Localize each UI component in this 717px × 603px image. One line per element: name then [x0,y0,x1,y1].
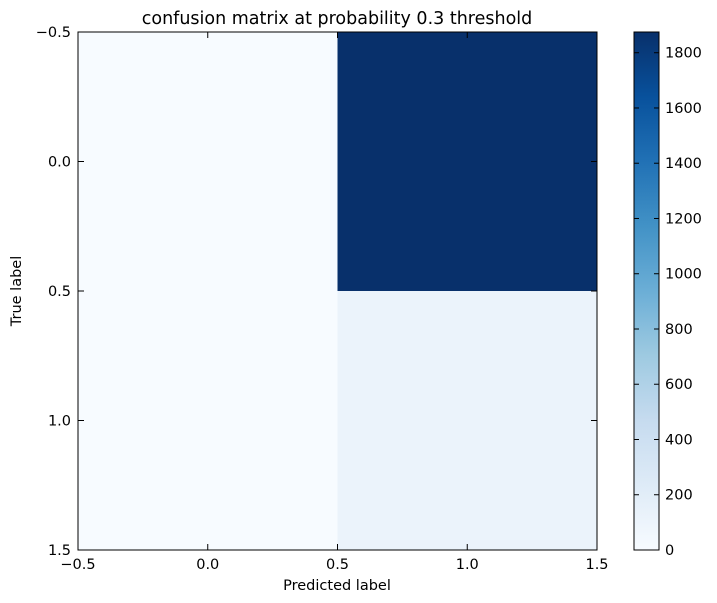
heatmap-cell-r0-c1 [337,32,597,291]
colorbar-tick-label: 1000 [665,267,702,283]
colorbar-tick-label: 0 [665,543,674,559]
y-tick-label: −0.5 [36,25,71,41]
colorbar-tick-label: 600 [665,377,693,393]
heatmap-cell-r1-c0 [78,291,338,550]
colorbar-tick-label: 1200 [665,211,702,227]
colorbar-tick-label: 1800 [665,46,702,62]
x-axis-label: Predicted label [283,578,391,594]
colorbar-tick-label: 200 [665,488,693,504]
colorbar-tick-label: 1400 [665,156,702,172]
y-tick-label: 0.5 [48,284,71,300]
x-tick-label: −0.5 [60,557,95,573]
x-tick-label: 0.0 [196,557,219,573]
heatmap-cell-r0-c0 [78,32,338,291]
y-tick-label: 0.0 [48,155,71,171]
colorbar-ticks: 0 200 400 600 800 1000 1200 1400 1600 1800 [634,46,702,559]
colorbar-gradient [634,32,659,550]
heatmap-cells [78,32,597,550]
heatmap-cell-r1-c1 [337,291,597,550]
colorbar-tick-label: 800 [665,322,693,338]
x-tick-label: 1.5 [585,557,608,573]
colorbar-frame [633,31,660,551]
colorbar-tick-label: 1600 [665,101,702,117]
chart-title: confusion matrix at probability 0.3 thre… [142,9,533,29]
y-tick-label: 1.5 [48,543,71,559]
y-tick-label: 1.0 [48,414,71,430]
colorbar-tick-label: 400 [665,432,693,448]
x-axis-ticks: −0.5 0.0 0.5 1.0 1.5 [60,32,609,573]
x-tick-label: 1.0 [456,557,479,573]
x-tick-label: 0.5 [326,557,349,573]
y-axis-ticks: −0.5 0.0 0.5 1.0 1.5 [36,25,597,559]
y-axis-label: True label [9,256,25,327]
